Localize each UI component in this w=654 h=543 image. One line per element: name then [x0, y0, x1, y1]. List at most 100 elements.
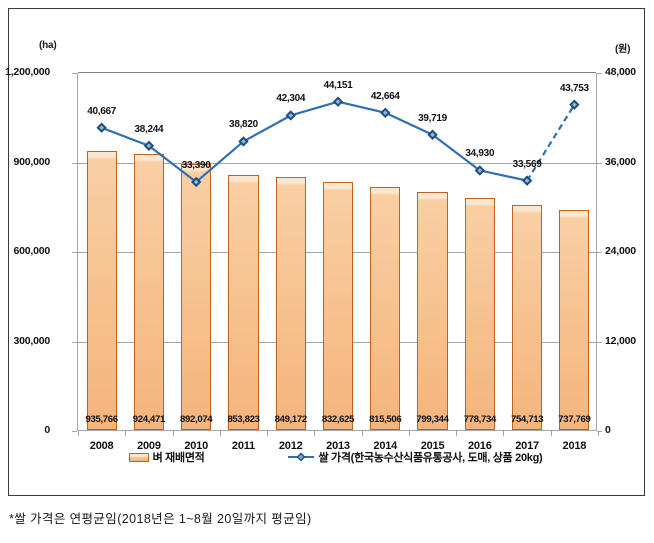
- line-value-label: 42,304: [276, 93, 306, 105]
- right-axis-tick-label: 0: [605, 424, 611, 436]
- line-marker-highlight: [99, 125, 105, 131]
- line-value-label: 33,390: [181, 159, 211, 171]
- left-axis-tick-mark: [72, 162, 77, 164]
- chart-legend: 벼 재배면적 쌀 가격(한국농수산식품유통공사, 도매, 상품 20kg): [17, 449, 654, 465]
- line-value-label: 38,820: [229, 119, 258, 131]
- x-axis-tick-mark: [219, 431, 221, 436]
- bar-swatch-icon: [128, 452, 149, 462]
- left-axis-tick-label: 300,000: [13, 334, 50, 347]
- x-axis-label: 2017: [515, 440, 539, 452]
- bar: 853,823: [227, 175, 260, 430]
- x-axis-tick-mark: [408, 431, 410, 436]
- bar-value-label: 832,625: [321, 414, 355, 425]
- line-segment: [479, 169, 528, 182]
- right-axis-tick-label: 24,000: [605, 245, 636, 257]
- left-axis-tick-mark: [72, 73, 77, 74]
- line-value-label: 40,667: [87, 105, 117, 117]
- left-axis-tick-mark: [72, 341, 77, 343]
- gridline: [78, 72, 596, 73]
- bar-value-label: 853,823: [227, 414, 260, 425]
- bar: 924,471: [132, 154, 166, 430]
- line-marker-highlight: [430, 132, 435, 138]
- bar-value-label: 778,734: [463, 414, 497, 425]
- bar: 799,344: [416, 191, 449, 430]
- x-axis-tick-mark: [125, 431, 127, 436]
- line-value-label: 38,244: [134, 123, 164, 135]
- left-axis-tick-label: 900,000: [13, 155, 50, 168]
- left-axis-tick-mark: [72, 252, 77, 253]
- x-axis-tick-mark: [550, 431, 552, 436]
- x-axis-tick-mark: [172, 431, 174, 436]
- line-marker: [96, 122, 107, 133]
- x-axis-tick-mark: [361, 431, 363, 436]
- line-value-label: 39,719: [418, 112, 447, 124]
- right-axis-unit-label: (원): [615, 44, 631, 55]
- bar-value-label: 737,769: [558, 414, 591, 425]
- x-axis-label: 2010: [184, 440, 209, 452]
- bar: 778,734: [463, 197, 497, 430]
- line-marker-highlight: [571, 102, 577, 108]
- chart-frame: (ha) (원) 935,766 924,471 892,074 853,823 849…: [5, 8, 645, 496]
- bar: 935,766: [86, 150, 118, 430]
- bar: 832,625: [321, 181, 355, 430]
- line-marker: [380, 107, 391, 118]
- bar-value-label: 799,344: [416, 414, 449, 425]
- legend-label-bar: 벼 재배면적: [152, 452, 205, 464]
- bar-value-label: 924,471: [132, 414, 166, 425]
- line-value-label: 43,753: [559, 82, 589, 94]
- footnote-text: *쌀 가격은 연평균임(2018년은 1~8월 20일까지 평균임): [9, 512, 312, 526]
- legend-item-bar: 벼 재배면적: [128, 449, 205, 465]
- x-axis-tick-mark: [78, 431, 79, 436]
- bar: 737,769: [558, 209, 591, 430]
- right-axis-tick-label: 48,000: [605, 66, 636, 78]
- legend-label-line: 쌀 가격(한국농수산식품유통공사, 도매, 상품 20kg): [318, 452, 543, 464]
- line-marker-highlight: [524, 178, 530, 184]
- x-axis-label: 2015: [420, 440, 445, 452]
- right-axis-tick-mark: [597, 431, 602, 432]
- bar: 849,172: [274, 176, 308, 430]
- x-axis-label: 2011: [231, 440, 255, 452]
- line-marker-highlight: [288, 113, 294, 118]
- x-axis-label: 2014: [373, 440, 398, 452]
- line-value-label: 33,569: [512, 158, 542, 170]
- x-axis-label: 2013: [326, 440, 350, 452]
- left-axis-tick-label: 600,000: [13, 245, 50, 257]
- right-axis-tick-mark: [597, 162, 602, 164]
- line-value-label: 34,930: [465, 148, 495, 160]
- left-axis-tick-mark: [72, 431, 77, 432]
- line-marker-icon: [288, 452, 315, 462]
- left-axis-unit-label: (ha): [39, 40, 57, 51]
- line-marker: [521, 175, 533, 186]
- bar: 892,074: [180, 163, 213, 430]
- bar: 815,506: [369, 186, 402, 430]
- x-axis-tick-mark: [314, 431, 316, 436]
- line-marker: [143, 140, 155, 151]
- line-marker-highlight: [477, 168, 483, 173]
- plot-area: 935,766 924,471 892,074 853,823 849,172 832,6…: [77, 72, 599, 452]
- x-axis-tick-mark: [503, 431, 505, 436]
- line-marker-highlight: [241, 139, 246, 144]
- bar-value-label: 849,172: [274, 414, 308, 425]
- x-axis-tick-mark: [456, 431, 458, 436]
- line-marker: [332, 96, 344, 107]
- bar: 754,713: [511, 204, 544, 430]
- bar-value-label: 892,074: [180, 414, 213, 425]
- line-marker: [238, 136, 249, 147]
- line-segment: [337, 100, 386, 114]
- right-axis-tick-label: 12,000: [605, 334, 636, 347]
- x-axis-label: 2016: [467, 440, 492, 452]
- right-axis-tick-mark: [597, 341, 602, 343]
- line-marker-highlight: [335, 99, 341, 105]
- right-axis-tick-mark: [597, 252, 602, 253]
- x-axis-tick-mark: [598, 431, 599, 436]
- x-axis-label: 2008: [89, 440, 114, 452]
- x-axis-label: 2009: [137, 440, 161, 452]
- line-marker: [569, 99, 580, 110]
- left-axis-tick-label: 1,200,000: [5, 66, 50, 78]
- line-value-label: 42,664: [370, 90, 400, 102]
- bar-value-label: 815,506: [369, 414, 402, 425]
- line-marker: [285, 110, 296, 121]
- gridline: [78, 162, 596, 164]
- line-marker-highlight: [382, 110, 388, 116]
- line-marker-highlight: [146, 143, 152, 149]
